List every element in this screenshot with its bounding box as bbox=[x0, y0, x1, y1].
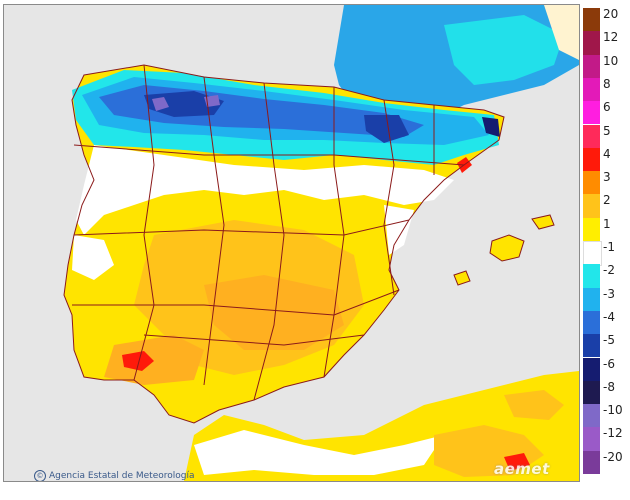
france-northeast-white bbox=[544, 5, 579, 60]
legend-label: -20 bbox=[603, 449, 623, 464]
legend-swatch bbox=[583, 380, 600, 405]
legend-label: 5 bbox=[603, 123, 611, 138]
neutral-east-coast bbox=[384, 205, 414, 255]
legend-swatch bbox=[583, 8, 600, 32]
legend-swatch bbox=[583, 450, 600, 474]
legend-label: 3 bbox=[603, 170, 611, 185]
province-borders bbox=[63, 64, 555, 424]
legend-label: -2 bbox=[603, 263, 615, 278]
legend-label: 4 bbox=[603, 146, 611, 161]
legend-label: 20 bbox=[603, 7, 619, 21]
balearic-menorca bbox=[532, 215, 554, 229]
neutral-band bbox=[76, 145, 454, 235]
legend-label: -12 bbox=[603, 426, 623, 441]
temperature-anomaly-map: © Agencia Estatal de Meteorología aemet bbox=[3, 4, 580, 482]
legend-label: -3 bbox=[603, 286, 615, 301]
legend-label: -1 bbox=[603, 240, 615, 254]
legend-label: 12 bbox=[603, 30, 619, 45]
legend-label: -6 bbox=[603, 356, 615, 371]
balearic-majorca bbox=[490, 235, 524, 261]
north-africa-orange-east bbox=[504, 390, 564, 420]
red-hotspot-west bbox=[122, 351, 154, 371]
credit-text: Agencia Estatal de Meteorología bbox=[49, 471, 195, 481]
map-canvas bbox=[4, 5, 579, 481]
legend-label: 8 bbox=[603, 76, 611, 91]
cold-deep-2 bbox=[364, 115, 409, 143]
color-legend: 20 12 10 8 6 5 4 3 2 1 -1 -2 -3 -4 -5 -6 -8 -10 -12 -20 bbox=[583, 8, 628, 476]
cold-extreme-2 bbox=[204, 95, 220, 107]
legend-swatch bbox=[583, 217, 600, 241]
legend-swatch bbox=[583, 194, 600, 218]
legend-swatch bbox=[583, 310, 600, 335]
orange-anomaly-south bbox=[104, 335, 204, 385]
legend-swatch bbox=[583, 264, 600, 288]
legend-swatch bbox=[583, 31, 600, 55]
balearic-ibiza bbox=[454, 271, 470, 285]
legend-swatch bbox=[583, 171, 600, 195]
north-africa-red bbox=[504, 453, 530, 471]
brand-logo: aemet bbox=[494, 460, 550, 478]
cold-extreme bbox=[152, 97, 169, 111]
legend-swatch bbox=[583, 101, 600, 125]
legend-label: 2 bbox=[603, 193, 611, 208]
orange-anomaly-inner bbox=[204, 275, 344, 350]
legend-label: 6 bbox=[603, 100, 611, 115]
legend-swatch bbox=[583, 124, 600, 148]
copyright-icon: © bbox=[34, 470, 46, 481]
legend-label: -5 bbox=[603, 333, 615, 348]
legend-swatch bbox=[583, 241, 602, 267]
legend-label: -8 bbox=[603, 379, 615, 394]
legend-swatch bbox=[583, 287, 600, 311]
legend-swatch bbox=[583, 77, 600, 102]
legend-swatch bbox=[583, 334, 600, 358]
legend-label: -4 bbox=[603, 309, 615, 324]
legend-swatch bbox=[583, 147, 600, 172]
legend-swatch bbox=[583, 357, 600, 381]
legend-label: 1 bbox=[603, 216, 611, 231]
credit-line: © Agencia Estatal de Meteorología bbox=[34, 470, 195, 481]
neutral-west bbox=[72, 235, 114, 280]
cold-deep-3 bbox=[482, 117, 500, 137]
france-lightblue-patch bbox=[444, 15, 564, 85]
north-africa-white bbox=[194, 430, 444, 475]
legend-swatch bbox=[583, 404, 600, 428]
legend-label: -10 bbox=[603, 403, 623, 418]
legend-swatch bbox=[583, 54, 600, 78]
legend-swatch bbox=[583, 427, 600, 451]
legend-label: 10 bbox=[603, 53, 619, 68]
